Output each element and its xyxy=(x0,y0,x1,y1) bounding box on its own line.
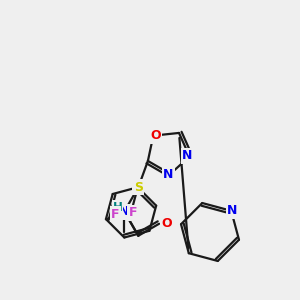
Text: O: O xyxy=(162,217,172,230)
Text: N: N xyxy=(119,205,130,218)
Text: N: N xyxy=(227,204,237,217)
Text: H: H xyxy=(112,201,122,214)
Text: F: F xyxy=(129,206,137,219)
Text: N: N xyxy=(182,149,193,162)
Text: S: S xyxy=(134,181,143,194)
Text: O: O xyxy=(150,129,160,142)
Text: N: N xyxy=(163,168,173,182)
Text: F: F xyxy=(111,208,120,221)
